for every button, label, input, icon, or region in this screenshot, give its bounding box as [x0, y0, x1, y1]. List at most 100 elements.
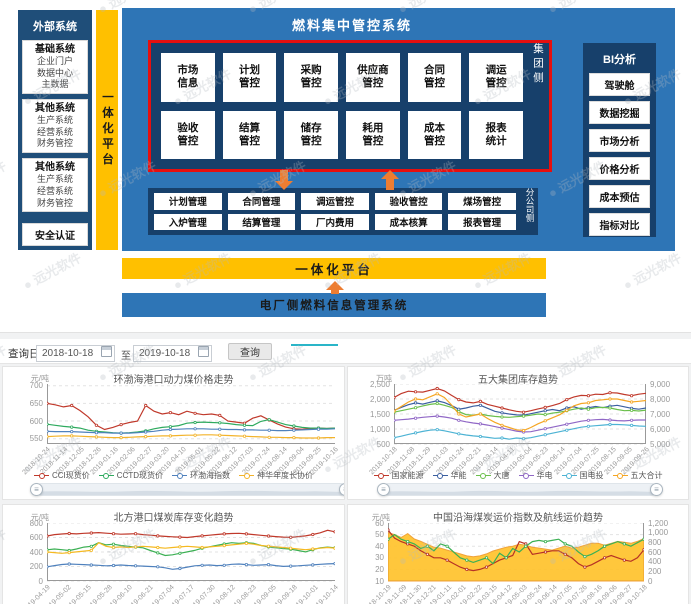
group-item: 财务管控: [36, 197, 73, 208]
y-tick-label: 10: [375, 576, 384, 586]
date-to-input[interactable]: [133, 345, 212, 362]
date-from-wrapper: [36, 343, 115, 362]
data-zoom-slider[interactable]: ≡≡: [30, 483, 344, 496]
plant-side-system-bar: 电厂侧燃料信息管理系统: [122, 293, 546, 317]
bi-analysis-title: BI分析: [603, 54, 636, 66]
group-item: 企业门户: [36, 56, 73, 66]
bi-item: 指标对比: [589, 213, 650, 236]
module-cell: 成本核算: [374, 213, 443, 230]
group-title: 基础系统: [35, 44, 75, 55]
group-item: 生产系统: [36, 174, 73, 185]
group-item: 财务管控: [36, 138, 73, 149]
bi-item: 数据挖掘: [589, 101, 650, 124]
group-title: 其他系统: [35, 103, 75, 115]
module-cell: 供应商 管控: [346, 53, 400, 102]
legend-item[interactable]: 华能: [432, 470, 467, 481]
branch-side-module-box: 计划管理 合同管理 调运管控 验收管控 煤场管控 入炉管理 结算管理 厂内费用 成本核算 报表管理…: [148, 188, 538, 235]
y-tick-label-right: 1,000: [648, 528, 669, 538]
calendar-icon[interactable]: [198, 346, 209, 357]
module-cell: 采购 管控: [284, 53, 338, 102]
legend-item[interactable]: 大唐: [475, 470, 510, 481]
module-cell: 计划管理: [154, 193, 222, 210]
legend-item[interactable]: 国家能源: [373, 470, 424, 481]
slider-handle-left[interactable]: ≡: [30, 483, 43, 496]
chart-legend: CCI现货价 CCTD现货价 环渤海指数 神华年度长协价: [3, 470, 344, 481]
chart-plot-area: [47, 523, 335, 582]
y-tick-label-right: 800: [648, 537, 662, 547]
group-item: 主数据: [41, 79, 69, 90]
module-cell: 市场 信息: [161, 53, 215, 102]
y-axis-unit-label: 元/吨: [30, 513, 49, 522]
arrow-up-icon: [326, 281, 344, 294]
y-tick-label: 200: [29, 562, 43, 571]
y-tick-label: 1,500: [369, 409, 390, 419]
arrow-down-icon: [275, 170, 293, 190]
legend-item[interactable]: 五大合计: [612, 470, 663, 481]
chart-plot-area: [47, 384, 335, 444]
y-tick-label: 550: [29, 434, 43, 444]
group-item: 数据中心: [36, 67, 73, 78]
y-tick-label-right: 200: [648, 566, 662, 576]
slider-handle-left[interactable]: ≡: [377, 483, 390, 496]
module-cell: 验收管控: [374, 193, 443, 210]
data-zoom-slider[interactable]: ≡≡: [377, 483, 663, 496]
module-cell: 成本 管控: [407, 110, 462, 159]
date-from-input[interactable]: [36, 345, 115, 362]
chart-panel-bohai-coal-price: 环渤海港口动力煤价格走势 元/吨 550 600 650 700 2018-10-24 2…: [2, 366, 345, 500]
fuel-control-system-panel: 燃料集中管控系统 市场 信息 计划 管控 采购 管控 供应商 管控 合同 管控 调运 管控…: [122, 8, 675, 251]
external-system-group: 基础系统 企业门户 数据中心 主数据: [22, 40, 88, 95]
legend-marker-icon: [561, 472, 577, 479]
y-tick-label-right: 5,000: [650, 439, 671, 449]
dashboard-section: 查询日期: 至 查询 环渤海港口动力煤价格走势 元/吨 550600650700…: [0, 332, 691, 604]
chart-plot-area: [394, 384, 646, 445]
y-tick-label-right: 8,000: [650, 394, 671, 404]
y-tick-label: 800: [29, 518, 43, 528]
arrow-up-icon: [381, 170, 399, 190]
query-button[interactable]: 查询: [228, 343, 272, 360]
bi-item: 市场分析: [589, 129, 650, 152]
y-tick-label: 600: [29, 416, 43, 426]
x-tick-label: 2019-04-19: [21, 584, 52, 604]
y-tick-label: 0: [38, 576, 43, 586]
y-tick-label: 2,000: [369, 394, 390, 404]
date-to-wrapper: [133, 343, 212, 362]
module-cell: 调运管控: [301, 193, 369, 210]
bi-item: 驾驶舱: [589, 73, 650, 96]
legend-item[interactable]: 华电: [518, 470, 553, 481]
legend-item[interactable]: CCTD现货价: [98, 470, 163, 481]
legend-item[interactable]: 国电投: [561, 470, 604, 481]
slider-handle-right[interactable]: ≡: [650, 483, 663, 496]
calendar-icon[interactable]: [101, 346, 112, 357]
group-side-label: 集团侧: [532, 43, 544, 87]
module-cell: 耗用 管控: [346, 110, 400, 159]
legend-item[interactable]: 神华年度长协价: [239, 470, 313, 481]
chart-plot-area: [388, 523, 644, 582]
y-tick-label: 650: [29, 398, 43, 408]
y-tick-label: 20: [375, 564, 384, 574]
date-range-joiner: 至: [121, 351, 131, 362]
group-title: 其他系统: [35, 162, 75, 174]
module-cell: 合同 管控: [407, 53, 462, 102]
legend-marker-icon: [373, 472, 389, 479]
legend-marker-icon: [612, 472, 628, 479]
branch-side-label: 分公司侧: [525, 188, 535, 222]
group-side-module-box: 市场 信息 计划 管控 采购 管控 供应商 管控 合同 管控 调运 管控 验收 管控 结算 管…: [148, 40, 552, 172]
bi-analysis-items: 驾驶舱 数据挖掘 市场分析 价格分析 成本预估 指标对比: [589, 73, 650, 236]
slider-handle-right[interactable]: ≡: [339, 483, 344, 496]
group-module-grid: 市场 信息 计划 管控 采购 管控 供应商 管控 合同 管控 调运 管控 验收 管控 结算 管…: [161, 53, 523, 159]
legend-label: 环渤海指数: [190, 471, 230, 480]
module-cell: 结算管理: [227, 213, 296, 230]
legend-item[interactable]: 环渤海指数: [172, 470, 230, 481]
module-cell: 储存 管控: [284, 110, 338, 159]
legend-marker-icon: [172, 472, 187, 479]
module-cell: 报表管理: [448, 213, 516, 230]
y-tick-label-right: 600: [648, 547, 662, 557]
y-axis-unit-label: 元/吨: [30, 374, 49, 383]
chart-title: 五大集团库存趋势: [478, 375, 558, 386]
legend-item[interactable]: CCI现货价: [34, 470, 90, 481]
y-tick-label-right: 7,000: [650, 409, 671, 419]
legend-label: CCTD现货价: [116, 471, 163, 480]
module-cell: 厂内费用: [301, 213, 369, 230]
y-tick-label-right: 9,000: [650, 379, 671, 389]
